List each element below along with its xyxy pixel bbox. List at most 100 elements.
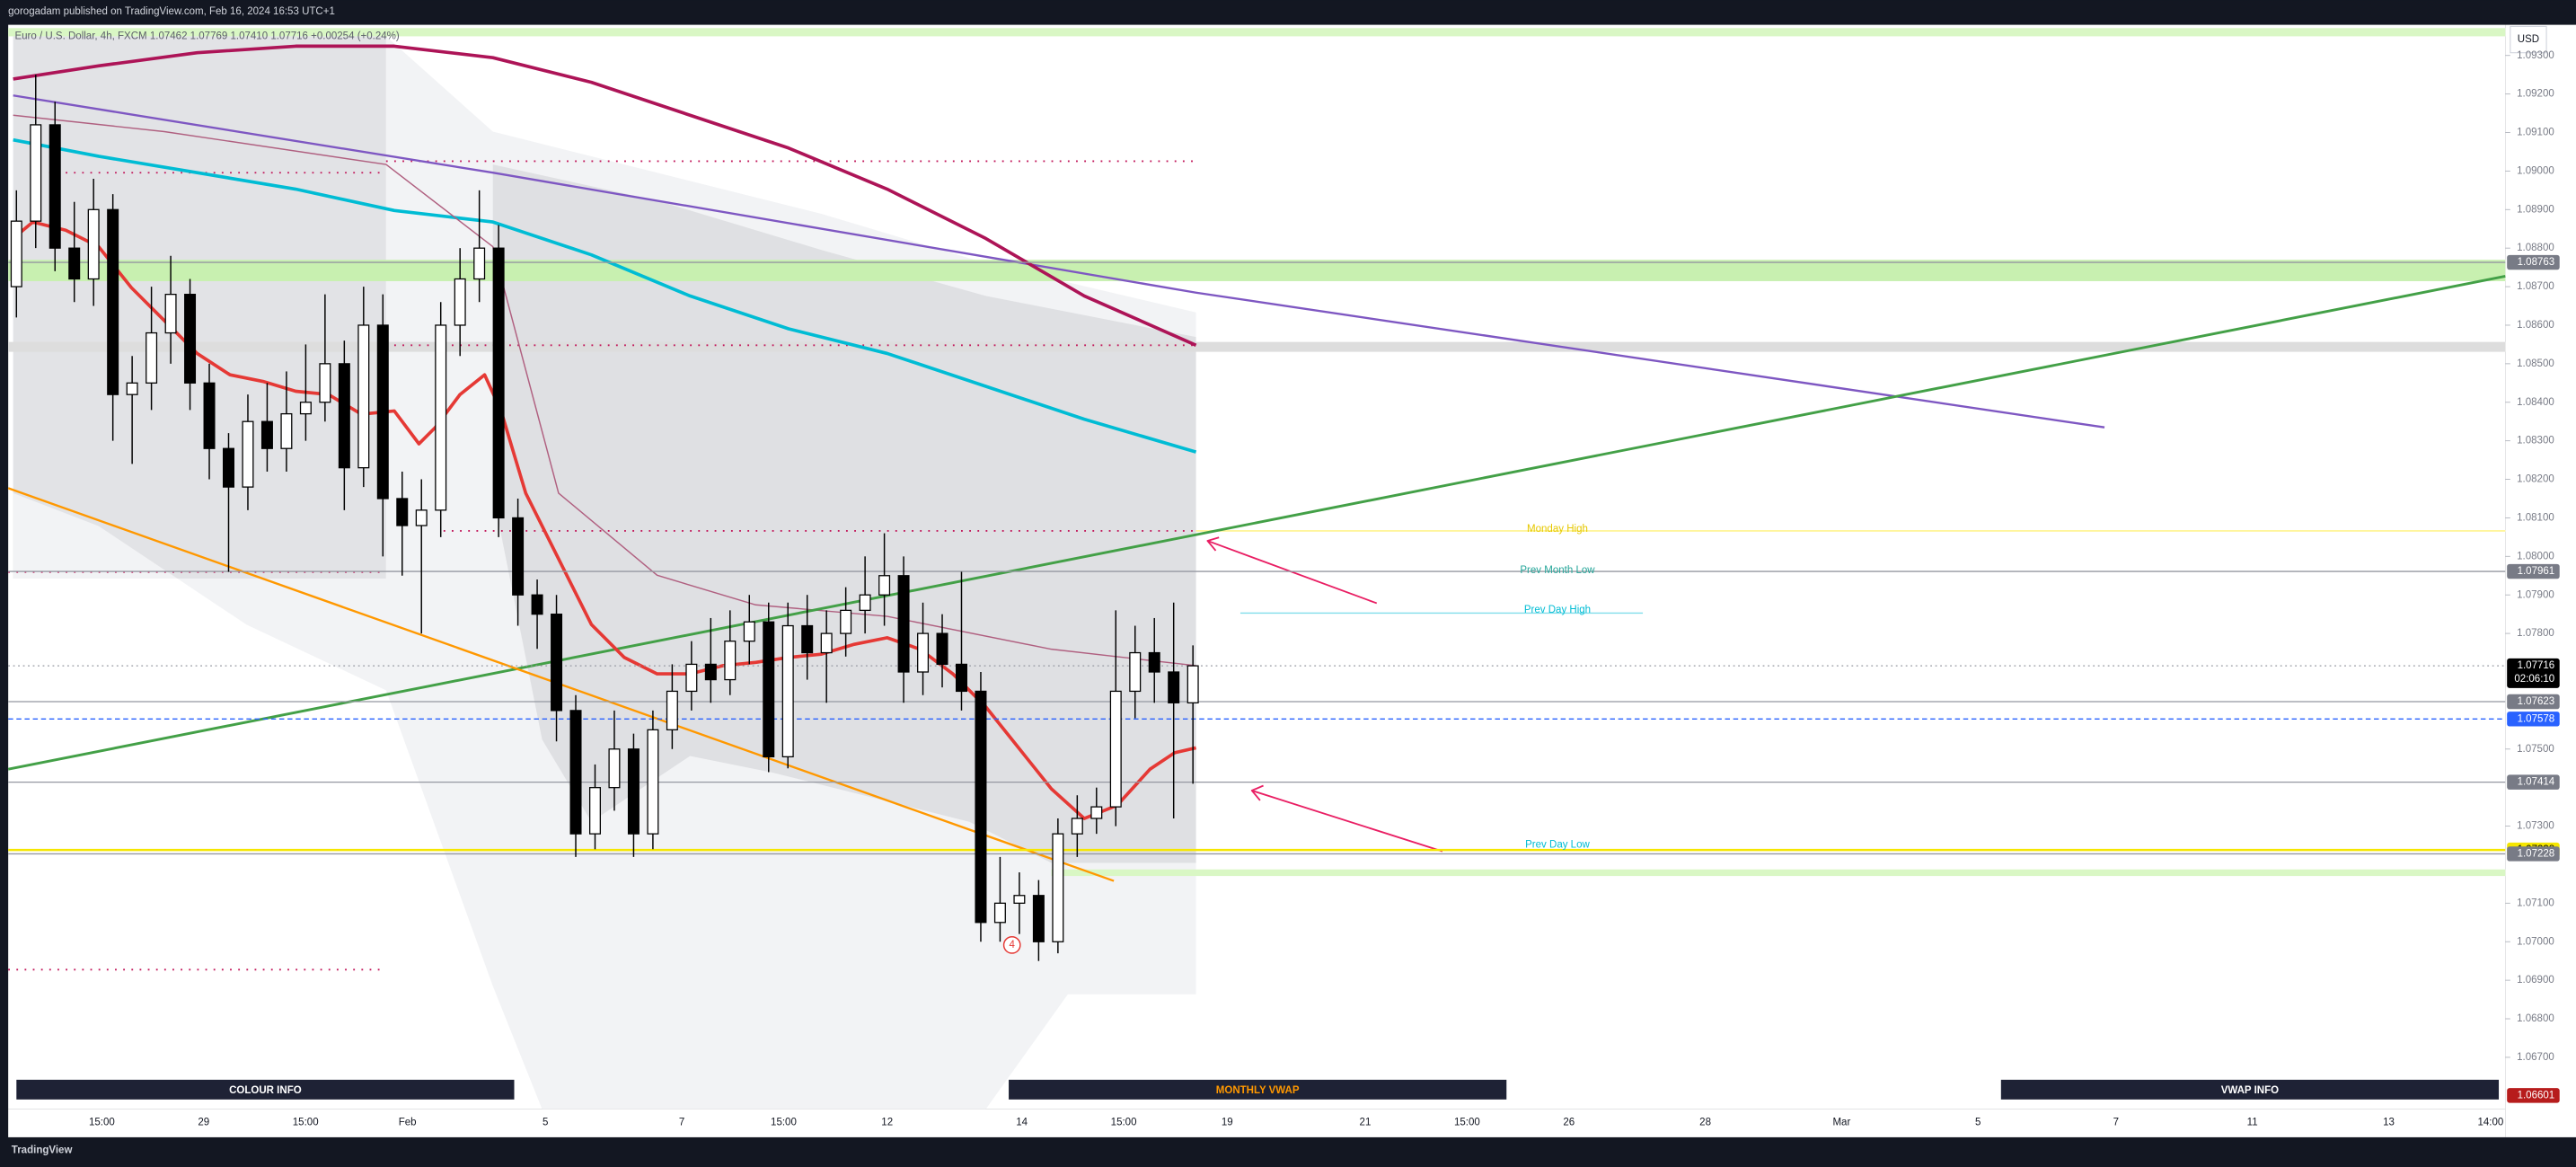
- candle-body: [801, 624, 814, 654]
- candle-body: [1148, 651, 1160, 673]
- candle-body: [820, 632, 833, 654]
- top-zone: [8, 28, 2506, 37]
- level-label: Prev Day High: [1524, 605, 1591, 615]
- arrow-head: [1206, 536, 1220, 552]
- price-tag-label: 1.07414: [2518, 777, 2555, 788]
- y-tick-label: 1.09300: [2517, 50, 2554, 61]
- y-tick-label: 1.08300: [2517, 436, 2554, 446]
- price-tag-label: 1.06601: [2518, 1090, 2555, 1101]
- level-label: Prev Month Low: [1520, 565, 1595, 576]
- y-tick-label: 1.08900: [2517, 204, 2554, 215]
- info-button[interactable]: [2000, 1079, 2500, 1100]
- arrow-head: [1250, 784, 1264, 801]
- candle-body: [260, 420, 273, 449]
- green-trendline: [7, 275, 2506, 771]
- vwap-line: [13, 114, 1196, 667]
- candle-body: [319, 363, 331, 403]
- candle-body: [627, 748, 640, 835]
- countdown-label: 02:06:10: [2514, 674, 2554, 685]
- candle-body: [608, 748, 621, 789]
- time-axis: [8, 1109, 2506, 1137]
- info-button[interactable]: [16, 1079, 515, 1100]
- candle-body: [1013, 895, 1026, 904]
- y-tick-label: 1.09100: [2517, 128, 2554, 138]
- session-shade: [13, 36, 386, 579]
- candle-body: [1187, 665, 1199, 703]
- candle-body: [107, 208, 119, 395]
- price-axis: [2505, 24, 2576, 1137]
- vwap-inner-band: [492, 164, 1196, 863]
- x-tick-label: 7: [679, 1117, 684, 1127]
- y-tick-label: 1.06900: [2517, 975, 2554, 986]
- price-tag: [2507, 254, 2560, 270]
- candle-body: [859, 594, 871, 612]
- x-tick-label: 15:00: [771, 1117, 797, 1127]
- info-button-label[interactable]: VWAP INFO: [2221, 1085, 2279, 1096]
- candle-body: [473, 247, 486, 280]
- event-marker-label: 4: [1010, 940, 1016, 950]
- price-tag: [2507, 774, 2560, 790]
- price-tag: [2507, 563, 2560, 579]
- candle-body: [724, 641, 737, 681]
- candle-body: [1071, 818, 1083, 835]
- candle-body: [223, 447, 234, 488]
- candle-body: [1109, 690, 1122, 808]
- gray-zone: [8, 341, 2506, 352]
- x-tick-label: 15:00: [1111, 1117, 1137, 1127]
- candle-body: [551, 614, 563, 712]
- candle-body: [87, 208, 100, 280]
- candle-body: [146, 332, 158, 384]
- x-tick-label: 19: [1222, 1117, 1233, 1127]
- symbol-line: Euro / U.S. Dollar, 4h, FXCM 1.07462 1.0…: [14, 31, 399, 41]
- candle-body: [242, 420, 254, 488]
- y-tick-label: 1.08500: [2517, 358, 2554, 369]
- price-tag-label: 1.08763: [2518, 257, 2555, 268]
- candle-body: [878, 575, 891, 596]
- price-tag-label: 1.07578: [2518, 713, 2555, 724]
- support-zone: [1051, 869, 2506, 877]
- x-tick-label: Mar: [1832, 1117, 1850, 1127]
- info-button-label[interactable]: COLOUR INFO: [229, 1085, 302, 1096]
- currency[interactable]: USD: [2518, 34, 2539, 45]
- indicators: [7, 44, 2506, 882]
- candle-body: [569, 710, 582, 835]
- candle-body: [955, 663, 967, 693]
- candle-body: [126, 382, 138, 395]
- currency-button[interactable]: [2510, 25, 2547, 54]
- price-tag-label: 1.07716: [2518, 660, 2555, 671]
- candle-body: [49, 124, 61, 249]
- y-tick-label: 1.07100: [2517, 897, 2554, 908]
- x-tick-label: 14: [1016, 1117, 1028, 1127]
- y-tick-label: 1.08800: [2517, 243, 2554, 253]
- y-tick-label: 1.08200: [2517, 474, 2554, 485]
- resistance-zone: [8, 260, 2506, 281]
- candle-body: [975, 690, 987, 924]
- candle-body: [763, 621, 775, 757]
- y-tick-label: 1.06800: [2517, 1013, 2554, 1024]
- candle-body: [30, 124, 42, 222]
- candle-body: [1052, 833, 1064, 942]
- info-button[interactable]: [1009, 1079, 1507, 1100]
- x-tick-label: 15:00: [1454, 1117, 1480, 1127]
- publisher-line: gorogadam published on TradingView.com, …: [8, 6, 335, 17]
- candle-body: [512, 517, 525, 596]
- candle-body: [338, 363, 350, 469]
- y-tick-label: 1.06700: [2517, 1052, 2554, 1063]
- info-button-label[interactable]: MONTHLY VWAP: [1216, 1085, 1300, 1096]
- candle-body: [589, 787, 601, 835]
- arrow: [1251, 790, 1443, 853]
- candle-body: [492, 247, 505, 519]
- candle-body: [647, 729, 659, 835]
- x-tick-label: 5: [543, 1117, 548, 1127]
- candle-body: [1090, 806, 1103, 819]
- candle-body: [993, 902, 1006, 924]
- candle-body: [376, 324, 389, 500]
- level-label: Monday High: [1527, 524, 1588, 535]
- dotted-levels: [8, 160, 2506, 971]
- y-tick-label: 1.07000: [2517, 936, 2554, 947]
- x-tick-label: 15:00: [293, 1117, 319, 1127]
- candle-body: [10, 220, 22, 287]
- candle-body: [781, 624, 794, 757]
- candle-body: [280, 412, 293, 449]
